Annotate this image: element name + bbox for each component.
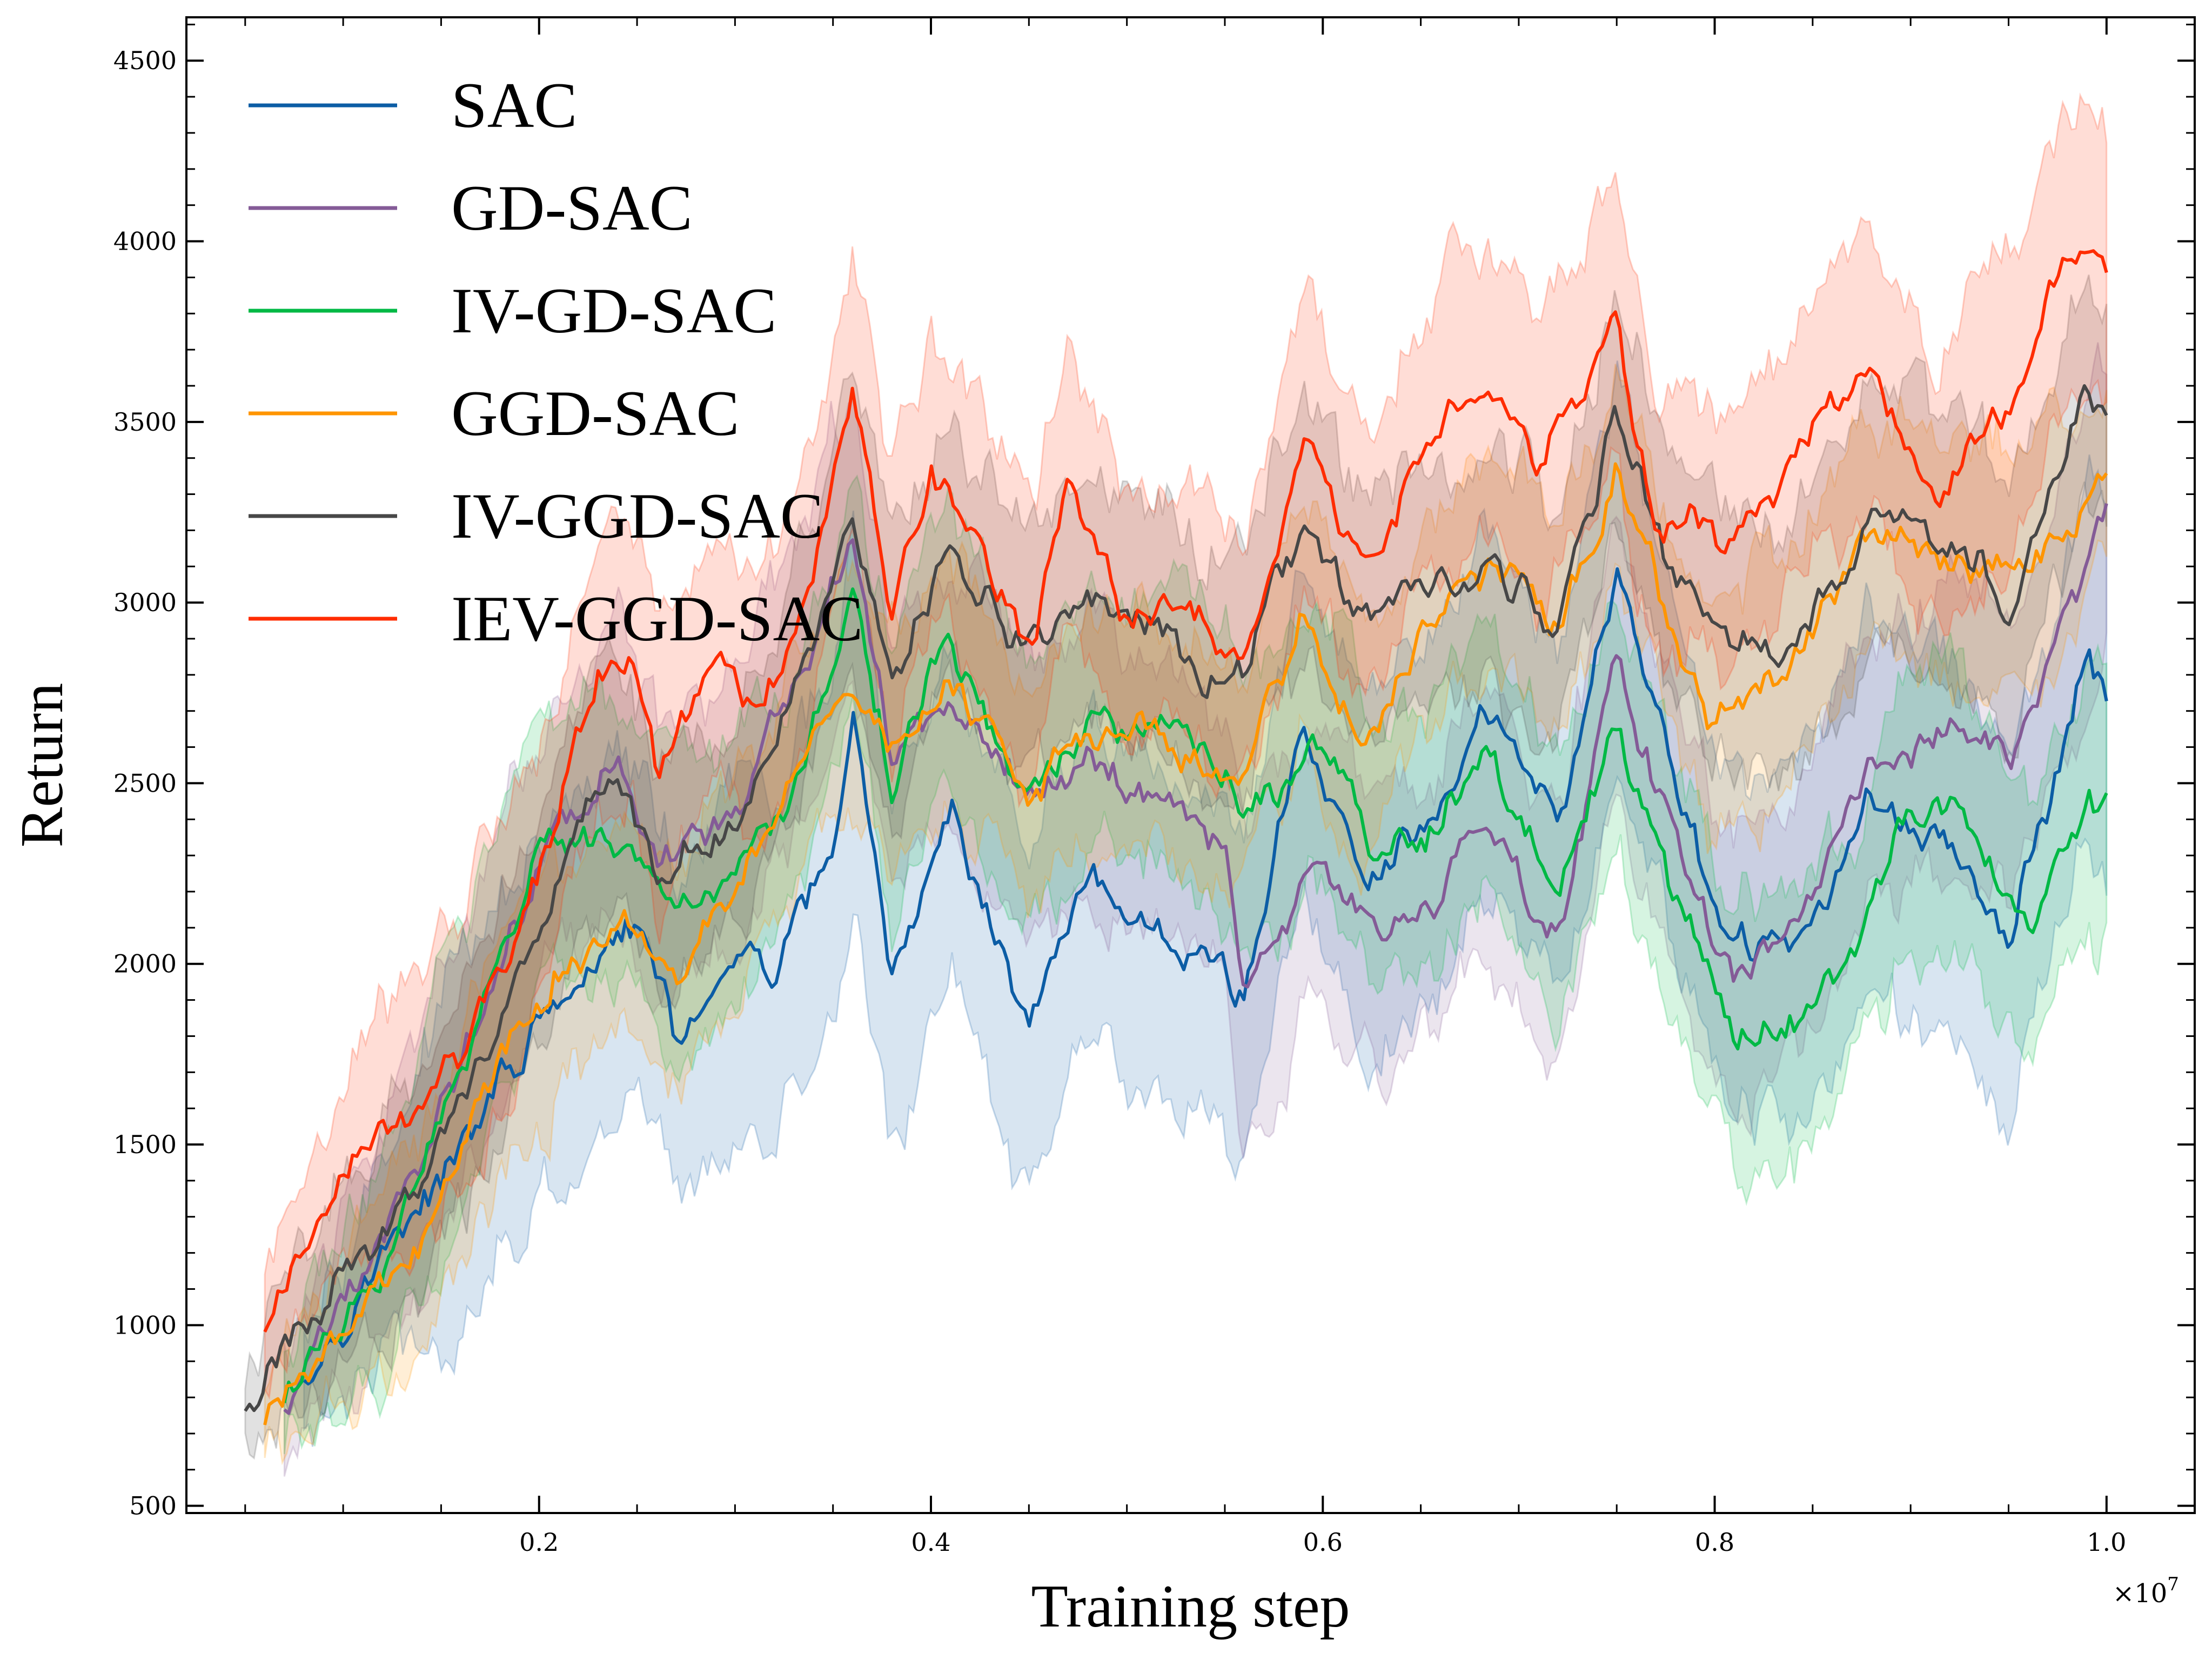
x-tick-label: 0.4 <box>911 1528 950 1557</box>
legend-label-iev-ggd-sac: IEV-GGD-SAC <box>451 583 863 654</box>
legend-label-iv-gd-sac: IV-GD-SAC <box>451 275 776 346</box>
y-tick-label: 4000 <box>113 227 177 256</box>
y-tick-label: 1500 <box>113 1130 177 1159</box>
x-axis-scale-exponent: 7 <box>2167 1574 2179 1595</box>
y-axis-title: Return <box>9 683 76 848</box>
x-tick-label: 1.0 <box>2087 1528 2126 1557</box>
y-tick-label: 2500 <box>113 768 177 798</box>
line-iev-ggd-sac <box>263 249 2108 1333</box>
y-tick-label: 1000 <box>113 1310 177 1340</box>
band-ggd-sac <box>264 364 2108 1465</box>
x-axis-scale-label: ×107 <box>2113 1574 2179 1609</box>
legend: SAC GD-SAC IV-GD-SAC GGD-SAC IV-GGD-SAC IEV-G… <box>249 69 863 654</box>
line-iv-ggd-sac <box>244 384 2108 1413</box>
line-sac <box>303 567 2108 1385</box>
y-tick-label: 4500 <box>113 46 177 75</box>
x-axis-scale-base: ×10 <box>2113 1578 2167 1609</box>
y-tick-label: 3500 <box>113 407 177 437</box>
line-ggd-sac <box>263 462 2108 1425</box>
band-iev-ggd-sac <box>264 92 2108 1400</box>
y-axis-ticks: 500 1000 1500 2000 2500 3000 3500 4000 4500 <box>113 23 2195 1521</box>
band-iv-gd-sac <box>283 474 2108 1454</box>
plot-frame <box>185 16 2196 1514</box>
x-axis-ticks: 0.2 0.4 0.6 0.8 1.0 <box>244 17 2126 1557</box>
x-tick-label: 0.8 <box>1695 1528 1734 1557</box>
legend-label-gd-sac: GD-SAC <box>451 172 693 244</box>
legend-label-ggd-sac: GGD-SAC <box>451 377 739 449</box>
x-axis-title: Training step <box>1031 1573 1350 1640</box>
band-iv-ggd-sac <box>244 275 2108 1460</box>
x-tick-label: 0.2 <box>519 1528 559 1557</box>
y-tick-label: 500 <box>129 1491 177 1521</box>
y-tick-label: 2000 <box>113 949 177 979</box>
legend-label-iv-ggd-sac: IV-GGD-SAC <box>451 480 823 552</box>
legend-label-sac: SAC <box>451 69 577 141</box>
series-lines <box>244 249 2108 1425</box>
confidence-bands <box>244 92 2108 1477</box>
line-gd-sac <box>283 503 2108 1415</box>
y-tick-label: 3000 <box>113 588 177 617</box>
band-gd-sac <box>283 342 2108 1477</box>
x-tick-label: 0.6 <box>1303 1528 1343 1557</box>
